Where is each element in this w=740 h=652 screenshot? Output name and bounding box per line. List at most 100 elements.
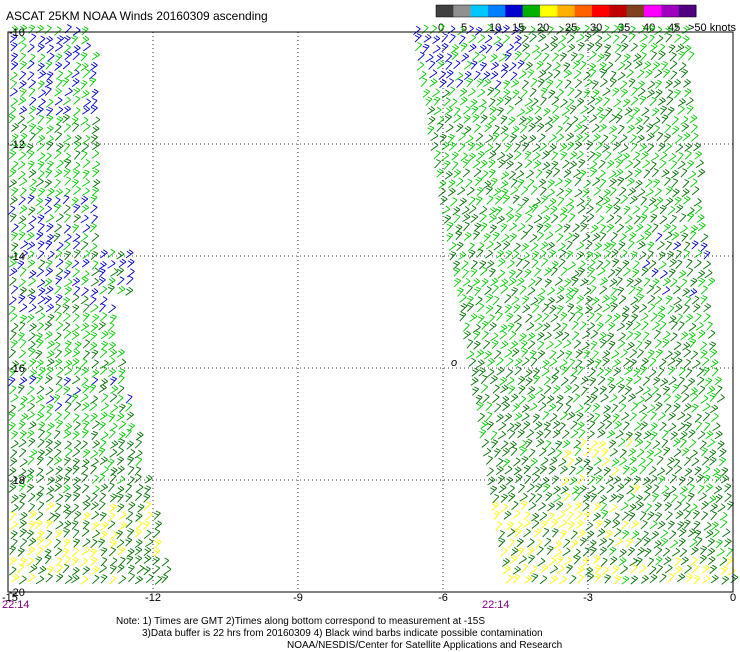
wind-barb <box>648 259 657 269</box>
wind-barb <box>29 358 37 368</box>
wind-barb <box>62 321 71 332</box>
wind-barb <box>71 35 79 45</box>
wind-barb <box>557 242 566 252</box>
wind-barb <box>601 566 609 576</box>
wind-barb <box>689 503 698 512</box>
wind-barb <box>38 428 45 439</box>
wind-barb <box>511 125 520 135</box>
wind-barb <box>681 188 690 198</box>
wind-barb <box>608 125 617 135</box>
wind-barb <box>501 132 509 142</box>
wind-barb <box>638 25 647 34</box>
wind-barb <box>117 285 126 295</box>
wind-barb <box>609 295 618 305</box>
wind-barb <box>595 519 603 530</box>
wind-barb <box>650 152 660 162</box>
wind-barb <box>73 538 81 548</box>
x-tick-label: -9 <box>293 592 303 604</box>
wind-barb <box>63 329 72 339</box>
wind-barb <box>683 78 691 88</box>
wind-barb <box>433 96 441 106</box>
wind-barb <box>649 520 658 530</box>
wind-barb <box>91 529 100 539</box>
wind-barb <box>523 574 533 584</box>
wind-barb <box>482 339 491 350</box>
wind-barb <box>37 80 45 90</box>
wind-barb <box>578 158 586 169</box>
wind-barb <box>672 383 680 394</box>
wind-barb <box>639 412 648 422</box>
wind-barb <box>522 304 531 314</box>
wind-barb <box>433 106 442 116</box>
wind-barb <box>8 258 17 268</box>
wind-barb <box>559 98 568 108</box>
wind-barb <box>518 439 527 449</box>
wind-barb <box>630 575 639 585</box>
wind-barb <box>574 456 583 466</box>
wind-barb <box>530 457 538 467</box>
wind-barb <box>690 178 698 188</box>
wind-barb <box>635 557 643 567</box>
wind-barb <box>572 169 581 178</box>
wind-barb <box>654 502 662 512</box>
wind-barb <box>652 61 660 71</box>
wind-barb <box>587 259 596 269</box>
wind-barb <box>18 438 27 448</box>
wind-barb <box>55 520 64 530</box>
wind-barb <box>28 169 37 178</box>
wind-barb <box>19 458 28 468</box>
wind-barb <box>73 401 82 411</box>
wind-barb <box>594 573 602 583</box>
wind-barb <box>585 240 593 250</box>
wind-barb <box>683 413 692 423</box>
wind-barb <box>604 314 613 324</box>
wind-barb <box>570 52 578 62</box>
wind-barb <box>673 296 682 306</box>
wind-barb <box>548 143 557 153</box>
wind-barb <box>534 50 542 60</box>
wind-barb <box>615 114 623 124</box>
wind-barb <box>651 268 659 278</box>
wind-barb <box>513 457 521 467</box>
wind-barb <box>458 251 467 260</box>
wind-barb <box>36 205 45 215</box>
wind-barb <box>627 546 636 557</box>
wind-barb <box>617 71 626 81</box>
wind-barb <box>72 313 80 323</box>
wind-barb <box>667 357 676 367</box>
wind-barb <box>636 134 645 144</box>
wind-barb <box>545 231 554 241</box>
wind-barb <box>655 564 664 574</box>
wind-barb <box>11 231 18 242</box>
wind-barb <box>541 303 549 313</box>
wind-barb <box>699 554 707 565</box>
wind-barb <box>654 339 662 349</box>
wind-barb <box>646 284 654 294</box>
wind-barb <box>8 305 16 315</box>
wind-barb <box>633 475 641 486</box>
wind-barb <box>82 68 91 78</box>
wind-barb <box>35 575 45 585</box>
wind-barb <box>613 98 621 108</box>
wind-barb <box>492 124 500 135</box>
wind-barb <box>549 564 558 574</box>
wind-barb <box>430 141 439 151</box>
wind-barb <box>46 114 54 125</box>
wind-barb <box>37 114 45 125</box>
wind-barb <box>675 249 682 260</box>
wind-barb <box>686 160 695 170</box>
wind-barb <box>55 465 63 475</box>
note-line-2: 3)Data buffer is 22 hrs from 20160309 4)… <box>142 628 543 639</box>
wind-barb <box>580 215 588 225</box>
wind-barb <box>523 52 531 62</box>
wind-barb <box>451 151 459 161</box>
wind-barb <box>693 575 701 585</box>
wind-barb <box>667 520 675 530</box>
wind-barb <box>531 44 540 54</box>
wind-barb <box>496 311 503 322</box>
wind-barb <box>639 42 647 53</box>
wind-barb <box>127 448 136 458</box>
wind-barb <box>707 547 715 557</box>
wind-barb <box>73 203 81 214</box>
wind-barb <box>494 26 502 35</box>
